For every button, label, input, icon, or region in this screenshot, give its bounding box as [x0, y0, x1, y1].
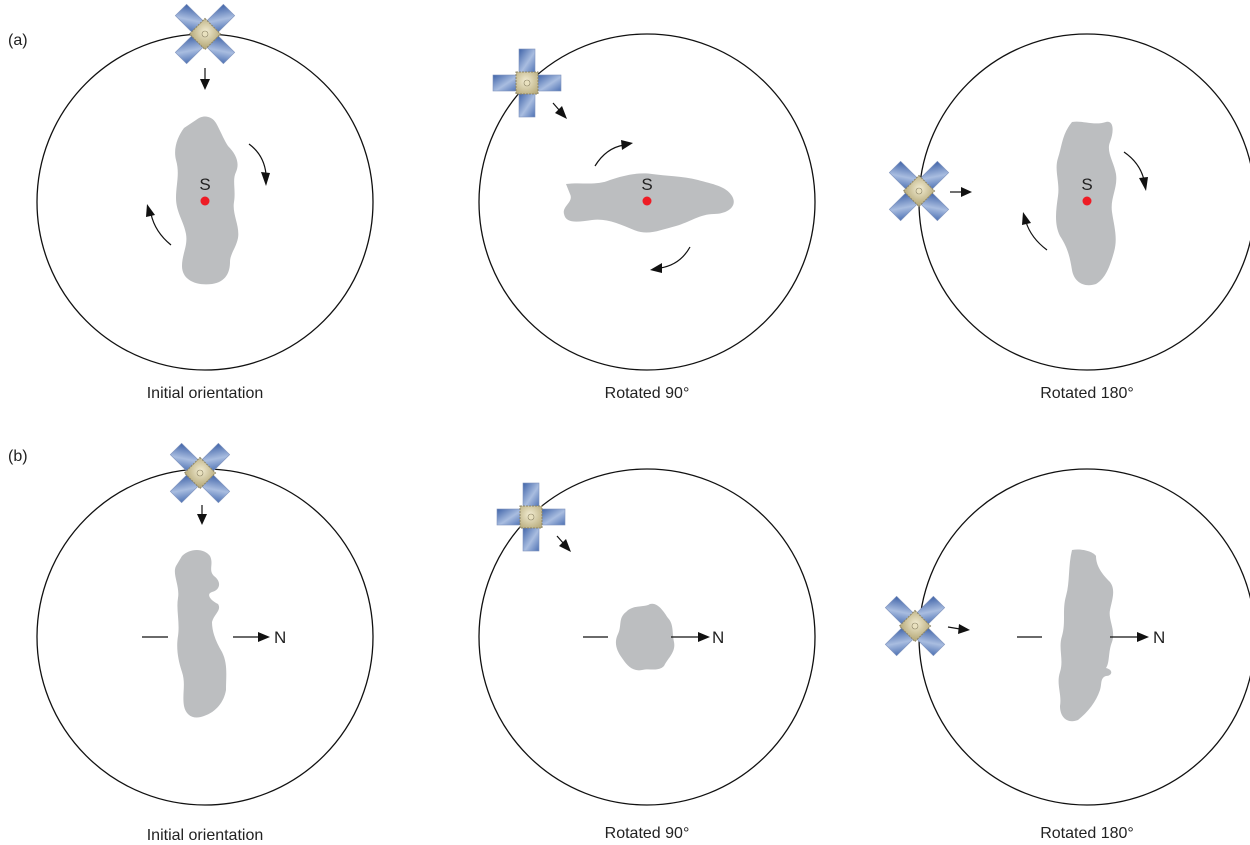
panel-b-rotated-180: N Rotated 180° [866, 468, 1250, 842]
panel-a-initial: S Initial orientation [36, 0, 374, 402]
direction-arrow-icon [552, 102, 567, 119]
center-label-s: S [1081, 175, 1092, 194]
panel-a-rotated-90: S Rotated 90° [478, 33, 816, 402]
direction-arrow-icon [671, 632, 710, 642]
asteroid-body [174, 550, 227, 718]
caption-rotated-90: Rotated 90° [605, 825, 690, 842]
rotation-arrow-icon [1022, 212, 1048, 251]
center-label-s: S [641, 175, 652, 194]
satellite-icon [492, 48, 562, 118]
rotation-arrow-icon [650, 246, 691, 273]
caption-rotated-180: Rotated 180° [1040, 825, 1134, 842]
panel-b-initial: N Initial orientation [36, 424, 374, 844]
center-point-marker [642, 196, 652, 206]
rotation-arrow-icon [1123, 151, 1148, 191]
satellite-icon [496, 482, 566, 552]
rotation-arrow-icon [146, 204, 172, 246]
center-label-s: S [199, 175, 210, 194]
caption-initial-orientation: Initial orientation [147, 385, 264, 402]
direction-arrow-icon [1110, 632, 1149, 642]
panel-a-rotated-180: S Rotated 180° [870, 33, 1250, 402]
satellite-icon [870, 142, 968, 240]
north-label: N [712, 628, 724, 647]
asteroid-body [615, 603, 675, 671]
asteroid-body [1058, 549, 1114, 722]
caption-rotated-90: Rotated 90° [605, 385, 690, 402]
direction-arrow-icon [200, 68, 210, 90]
direction-arrow-icon [233, 632, 270, 642]
caption-rotated-180: Rotated 180° [1040, 385, 1134, 402]
caption-initial-orientation: Initial orientation [147, 827, 264, 844]
north-label: N [1153, 628, 1165, 647]
direction-arrow-icon [947, 624, 970, 634]
north-label: N [274, 628, 286, 647]
rotation-arrow-icon [594, 140, 633, 167]
panel-b-rotated-90: N Rotated 90° [478, 468, 816, 842]
row-label-b: (b) [8, 448, 28, 465]
rotation-arrow-icon [248, 143, 270, 186]
center-point-marker [200, 196, 210, 206]
satellite-icon [866, 577, 964, 675]
direction-arrow-icon [556, 535, 571, 552]
direction-arrow-icon [197, 505, 207, 525]
orbit-circle [478, 468, 816, 806]
orbit-circle [478, 33, 816, 371]
direction-arrow-icon [950, 187, 972, 197]
center-point-marker [1082, 196, 1092, 206]
row-label-a: (a) [8, 32, 28, 49]
